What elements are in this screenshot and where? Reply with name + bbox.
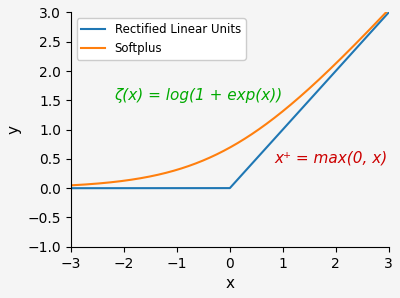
Softplus: [319, 76, 324, 79]
Rectified Linear Units: [319, 86, 324, 89]
Rectified Linear Units: [85, 187, 90, 190]
X-axis label: x: x: [225, 276, 234, 291]
Text: ζ(x) = log(1 + exp(x)): ζ(x) = log(1 + exp(x)): [114, 88, 282, 103]
Rectified Linear Units: [214, 187, 219, 190]
Rectified Linear Units: [68, 187, 73, 190]
Line: Rectified Linear Units: Rectified Linear Units: [71, 13, 389, 188]
Rectified Linear Units: [223, 187, 228, 190]
Softplus: [386, 8, 391, 11]
Softplus: [85, 183, 90, 186]
Rectified Linear Units: [377, 21, 382, 24]
Text: x⁺ = max(0, x): x⁺ = max(0, x): [275, 150, 388, 165]
Softplus: [377, 18, 382, 21]
Softplus: [377, 18, 382, 21]
Rectified Linear Units: [386, 11, 391, 14]
Y-axis label: y: y: [7, 125, 22, 134]
Line: Softplus: Softplus: [71, 10, 389, 185]
Legend: Rectified Linear Units, Softplus: Rectified Linear Units, Softplus: [77, 18, 246, 60]
Softplus: [223, 148, 228, 152]
Softplus: [214, 153, 219, 156]
Softplus: [68, 184, 73, 187]
Rectified Linear Units: [377, 21, 382, 25]
